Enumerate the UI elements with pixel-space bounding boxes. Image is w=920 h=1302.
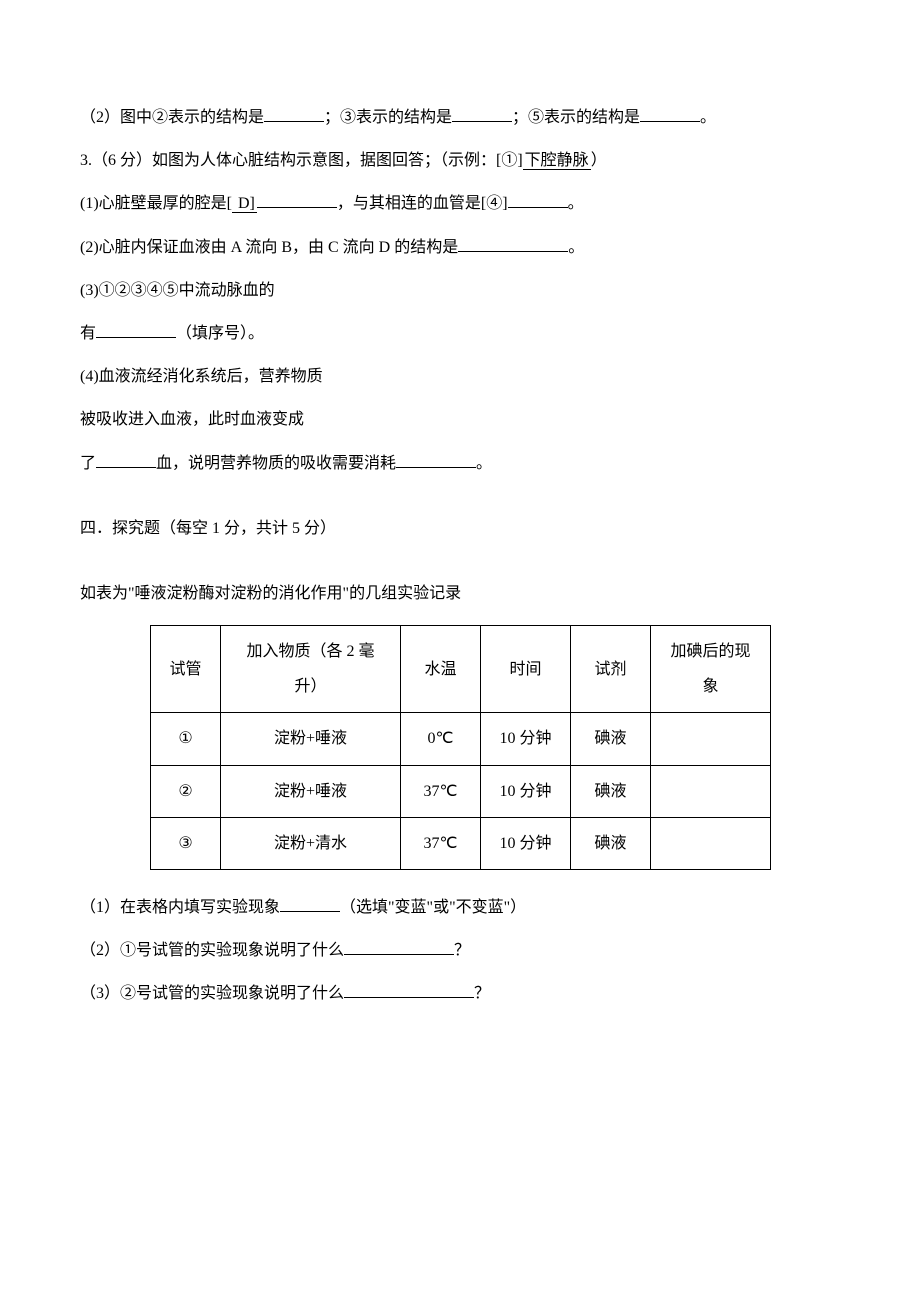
question-3-part-2: (2)心脏内保证血液由 A 流向 B，由 C 流向 D 的结构是 。 <box>80 230 840 265</box>
q2-text-a: （2）图中②表示的结构是 <box>80 109 264 126</box>
q2-text-d: 。 <box>700 109 716 126</box>
table-header: 时间 <box>481 626 571 713</box>
section-4-intro: 如表为"唾液淀粉酶对淀粉的消化作用"的几组实验记录 <box>80 576 840 611</box>
section-4-title-text: 四．探究题（每空 1 分，共计 5 分） <box>80 520 336 537</box>
q3-p1-b: ，与其相连的血管是[④] <box>337 195 508 212</box>
table-cell: 碘液 <box>571 713 651 765</box>
table-question-2: （2）①号试管的实验现象说明了什么 ？ <box>80 933 840 968</box>
tq3-b: ？ <box>474 985 490 1002</box>
q3-p3-c: （填序号）。 <box>176 325 264 342</box>
table-cell: 10 分钟 <box>481 765 571 817</box>
blank <box>96 467 156 468</box>
blank <box>96 337 176 338</box>
q2-text-b: ；③表示的结构是 <box>324 109 452 126</box>
table-row: ① 淀粉+唾液 0℃ 10 分钟 碘液 <box>151 713 771 765</box>
q2-text-c: ；⑤表示的结构是 <box>512 109 640 126</box>
tq2-b: ？ <box>454 942 470 959</box>
q3-p3-b: 有 <box>80 325 96 342</box>
table-cell: ③ <box>151 817 221 869</box>
table-cell: 37℃ <box>401 817 481 869</box>
table-cell: 碘液 <box>571 765 651 817</box>
blank <box>396 467 476 468</box>
question-2-part-2: （2）图中②表示的结构是 ；③表示的结构是 ；⑤表示的结构是 。 <box>80 100 840 135</box>
tq1-b: （选填"变蓝"或"不变蓝"） <box>340 899 526 916</box>
table-cell: 0℃ <box>401 713 481 765</box>
table-cell: 淀粉+唾液 <box>221 765 401 817</box>
question-3-part-1: (1)心脏壁最厚的腔是[ D] ，与其相连的血管是[④] 。 <box>80 186 840 221</box>
table-header: 加入物质（各 2 毫升） <box>221 626 401 713</box>
table-header-row: 试管 加入物质（各 2 毫升） 水温 时间 试剂 加碘后的现象 <box>151 626 771 713</box>
q3-header-end: ） <box>591 152 607 169</box>
q3-example: 下腔静脉 <box>523 152 591 170</box>
tq2-a: （2）①号试管的实验现象说明了什么 <box>80 942 344 959</box>
table-cell <box>651 713 771 765</box>
question-3-part-3b: 有 （填序号）。 <box>80 316 840 351</box>
blank <box>458 251 568 252</box>
table-header: 水温 <box>401 626 481 713</box>
question-3-header: 3.（6 分）如图为人体心脏结构示意图，据图回答；（示例：[①]下腔静脉） <box>80 143 840 178</box>
table-question-1: （1）在表格内填写实验现象 （选填"变蓝"或"不变蓝"） <box>80 890 840 925</box>
blank <box>344 954 454 955</box>
experiment-table: 试管 加入物质（各 2 毫升） 水温 时间 试剂 加碘后的现象 ① 淀粉+唾液 … <box>150 625 771 870</box>
question-3-part-4c: 了 血，说明营养物质的吸收需要消耗 。 <box>80 446 840 481</box>
q3-p4-a: (4)血液流经消化系统后，营养物质 <box>80 368 323 385</box>
table-cell: 淀粉+唾液 <box>221 713 401 765</box>
tq1-a: （1）在表格内填写实验现象 <box>80 899 280 916</box>
blank <box>344 997 474 998</box>
q3-p4-e: 。 <box>476 455 492 472</box>
table-cell: 37℃ <box>401 765 481 817</box>
q3-p2-b: 。 <box>568 239 584 256</box>
table-cell: ② <box>151 765 221 817</box>
blank <box>257 207 337 208</box>
table-cell <box>651 817 771 869</box>
section-4-intro-text: 如表为"唾液淀粉酶对淀粉的消化作用"的几组实验记录 <box>80 585 461 602</box>
q3-p1-d: D] <box>232 195 257 213</box>
table-cell <box>651 765 771 817</box>
table-header: 试剂 <box>571 626 651 713</box>
table-header: 试管 <box>151 626 221 713</box>
q3-p4-c: 了 <box>80 455 96 472</box>
table-row: ② 淀粉+唾液 37℃ 10 分钟 碘液 <box>151 765 771 817</box>
blank <box>640 121 700 122</box>
q3-p1-c: 。 <box>568 195 584 212</box>
question-3-part-4b: 被吸收进入血液，此时血液变成 <box>80 402 840 437</box>
table-cell: ① <box>151 713 221 765</box>
table-question-3: （3）②号试管的实验现象说明了什么 ？ <box>80 976 840 1011</box>
q3-p4-b: 被吸收进入血液，此时血液变成 <box>80 411 304 428</box>
table-cell: 10 分钟 <box>481 713 571 765</box>
table-header: 加碘后的现象 <box>651 626 771 713</box>
tq3-a: （3）②号试管的实验现象说明了什么 <box>80 985 344 1002</box>
table-cell: 碘液 <box>571 817 651 869</box>
blank <box>264 121 324 122</box>
q3-p2-a: (2)心脏内保证血液由 A 流向 B，由 C 流向 D 的结构是 <box>80 239 458 256</box>
blank <box>280 911 340 912</box>
table-cell: 淀粉+清水 <box>221 817 401 869</box>
blank <box>508 207 568 208</box>
table-row: ③ 淀粉+清水 37℃ 10 分钟 碘液 <box>151 817 771 869</box>
question-3-part-4a: (4)血液流经消化系统后，营养物质 <box>80 359 840 394</box>
section-4-title: 四．探究题（每空 1 分，共计 5 分） <box>80 511 840 546</box>
q3-p3-a: (3)①②③④⑤中流动脉血的 <box>80 282 275 299</box>
q3-p4-d: 血，说明营养物质的吸收需要消耗 <box>156 455 396 472</box>
table-cell: 10 分钟 <box>481 817 571 869</box>
question-3-part-3a: (3)①②③④⑤中流动脉血的 <box>80 273 840 308</box>
q3-p1-a: (1)心脏壁最厚的腔是[ <box>80 195 232 212</box>
blank <box>452 121 512 122</box>
q3-header-text: 3.（6 分）如图为人体心脏结构示意图，据图回答；（示例：[①] <box>80 152 523 169</box>
